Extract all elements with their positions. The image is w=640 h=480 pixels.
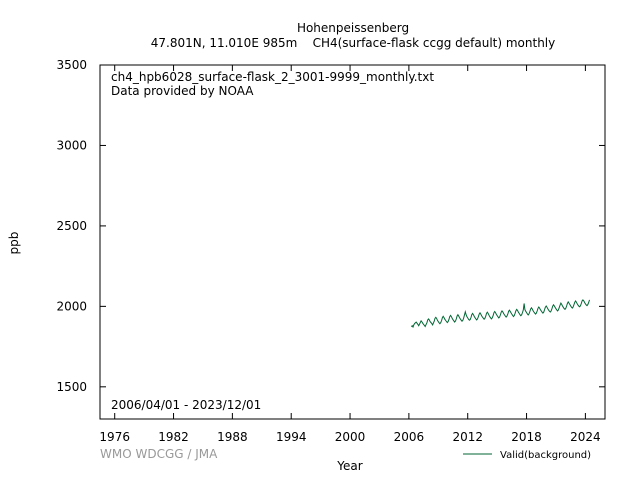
y-tick-label: 3000 [56, 138, 87, 152]
legend-label: Valid(background) [500, 450, 591, 461]
x-tick-label: 2006 [394, 430, 425, 444]
y-tick-label: 3500 [56, 58, 87, 72]
series-layer [410, 299, 590, 329]
y-axis-label: ppb [7, 232, 21, 255]
chart-subtitle: 47.801N, 11.010E 985m CH4(surface-flask … [151, 36, 556, 50]
file-label: ch4_hpb6028_surface-flask_2_3001-9999_mo… [111, 70, 434, 84]
chart-title: Hohenpeissenberg [297, 21, 409, 35]
legend: Valid(background) [463, 450, 591, 461]
series-line [410, 299, 590, 329]
y-tick-label: 1500 [56, 380, 87, 394]
y-tick-label: 2500 [56, 219, 87, 233]
x-axis-label: Year [336, 459, 362, 473]
x-tick-label: 1994 [276, 430, 307, 444]
x-tick-label: 2018 [511, 430, 542, 444]
provider-label: Data provided by NOAA [111, 84, 254, 98]
credit-label: WMO WDCGG / JMA [100, 447, 218, 461]
x-tick-label: 1988 [217, 430, 248, 444]
y-axis: 1500 2000 2500 3000 3500 [56, 58, 605, 394]
x-tick-label: 2000 [335, 430, 366, 444]
plot-frame [99, 64, 606, 420]
x-tick-label: 2012 [452, 430, 483, 444]
date-range-label: 2006/04/01 - 2023/12/01 [111, 398, 261, 412]
y-tick-label: 2000 [56, 299, 87, 313]
x-tick-label: 1976 [99, 430, 130, 444]
x-tick-label: 2024 [570, 430, 601, 444]
x-axis: 1976 1982 1988 1994 2000 2006 2012 2018 2024 [99, 65, 601, 444]
x-tick-label: 1982 [158, 430, 189, 444]
